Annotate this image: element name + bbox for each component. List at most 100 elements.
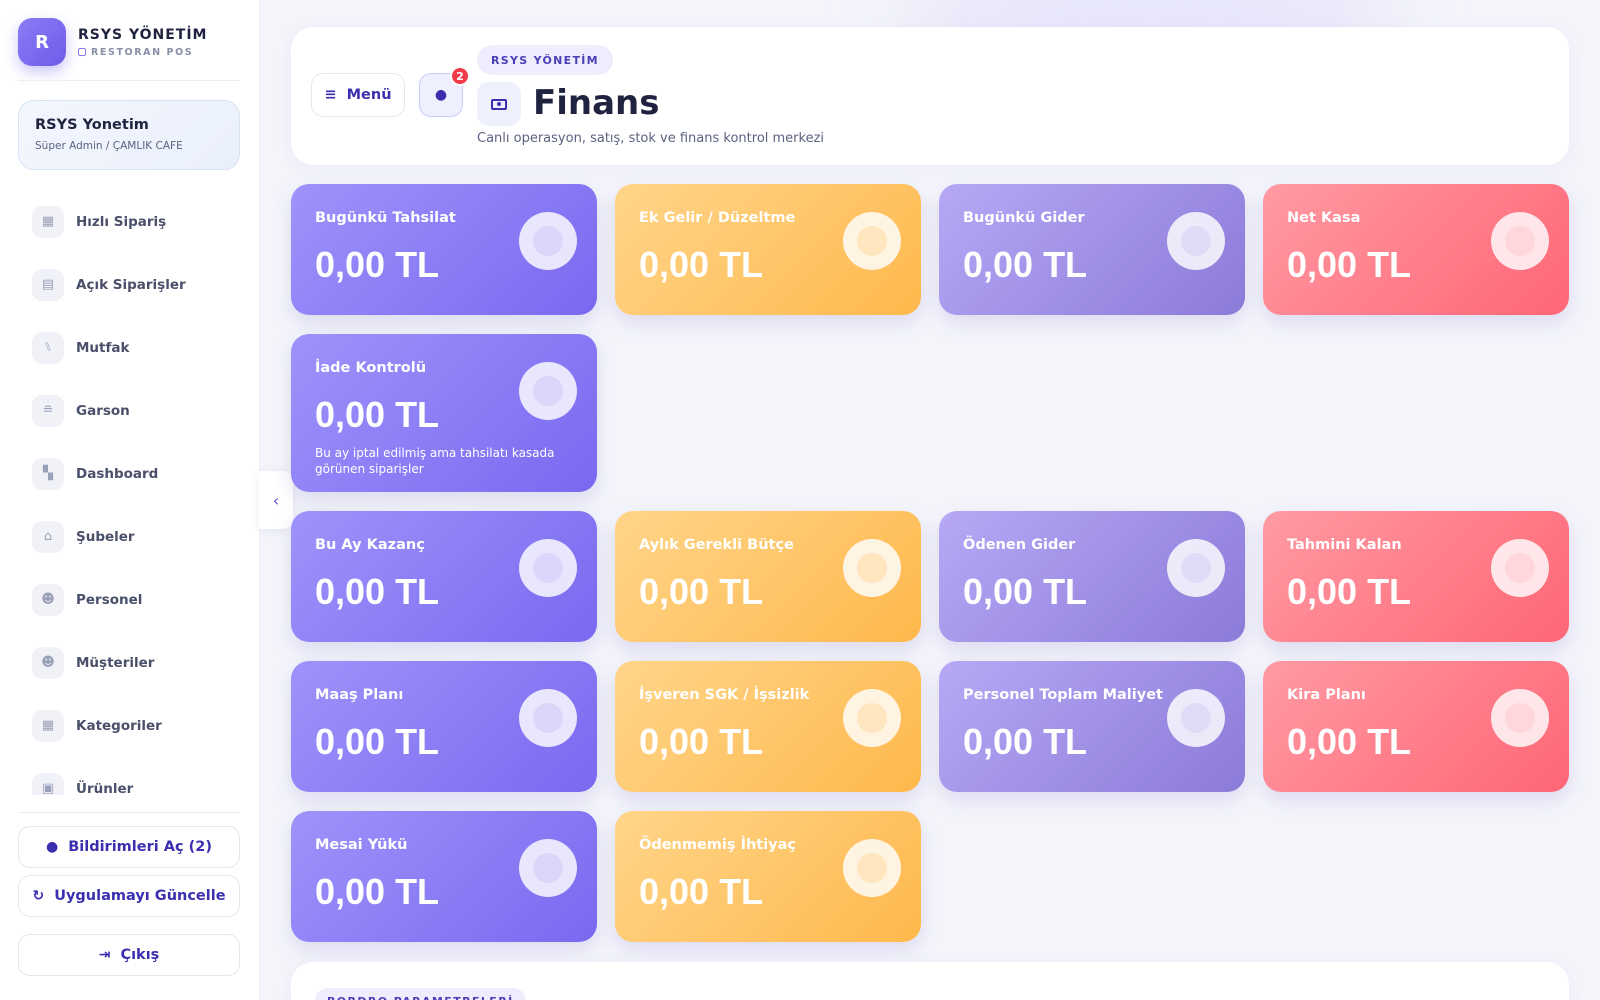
brand: R RSYS YÖNETİM RESTORAN POS <box>18 18 207 66</box>
hamburger-icon: ≡ <box>324 87 337 103</box>
sidebar-item-musteriler[interactable]: ☻ Müşteriler <box>18 631 240 694</box>
card-orb-icon <box>1491 689 1549 747</box>
sidebar-item-label: Şubeler <box>76 528 135 545</box>
card-kira-plani[interactable]: Kira Planı 0,00 TL <box>1263 661 1569 792</box>
card-orb-icon <box>1491 212 1549 270</box>
sidebar-item-label: Açık Siparişler <box>76 276 186 293</box>
sidebar-item-garson[interactable]: ≘ Garson <box>18 379 240 442</box>
bell-icon: ● <box>46 839 59 855</box>
card-orb-icon <box>519 689 577 747</box>
grid-icon: ▦ <box>32 709 64 742</box>
card-label: Maaş Planı <box>315 687 404 703</box>
card-value: 0,00 TL <box>639 871 764 912</box>
card-personel-toplam-maliyet[interactable]: Personel Toplam Maliyet 0,00 TL <box>939 661 1245 792</box>
menu-button[interactable]: ≡ Menü <box>311 73 405 117</box>
sidebar-item-personel[interactable]: ☻ Personel <box>18 568 240 631</box>
card-aylik-gerekli-butce[interactable]: Aylık Gerekli Bütçe 0,00 TL <box>615 511 921 642</box>
people-icon: ☻ <box>32 583 64 616</box>
user-name: RSYS Yonetim <box>35 117 149 133</box>
card-isveren-sgk[interactable]: İşveren SGK / İşsizlik 0,00 TL <box>615 661 921 792</box>
sidebar-item-subeler[interactable]: ⌂ Şubeler <box>18 505 240 568</box>
money-icon <box>477 82 521 126</box>
sidebar-item-label: Personel <box>76 591 143 608</box>
card-value: 0,00 TL <box>1287 244 1412 285</box>
card-label: Bugünkü Gider <box>963 210 1085 226</box>
sidebar-item-mutfak[interactable]: ⑊ Mutfak <box>18 316 240 379</box>
divider <box>18 80 240 81</box>
people-icon: ☻ <box>32 646 64 679</box>
card-value: 0,00 TL <box>963 721 1088 762</box>
card-orb-icon <box>843 839 901 897</box>
card-label: Bugünkü Tahsilat <box>315 210 456 226</box>
logout-label: Çıkış <box>120 947 160 963</box>
card-label: Ödenen Gider <box>963 537 1076 553</box>
card-bugunku-gider[interactable]: Bugünkü Gider 0,00 TL <box>939 184 1245 315</box>
card-orb-icon <box>519 839 577 897</box>
menu-label: Menü <box>346 87 392 103</box>
card-label: Bu Ay Kazanç <box>315 537 425 553</box>
sidebar: R RSYS YÖNETİM RESTORAN POS RSYS Yonetim… <box>0 0 260 1000</box>
card-value: 0,00 TL <box>1287 721 1412 762</box>
divider <box>18 812 240 813</box>
card-value: 0,00 TL <box>639 721 764 762</box>
sidebar-item-dashboard[interactable]: ▚ Dashboard <box>18 442 240 505</box>
sidebar-item-urunler[interactable]: ▣ Ürünler <box>18 757 240 795</box>
card-ek-gelir[interactable]: Ek Gelir / Düzeltme 0,00 TL <box>615 184 921 315</box>
brand-logo: R <box>18 18 66 66</box>
sidebar-item-label: Dashboard <box>76 465 159 482</box>
card-value: 0,00 TL <box>315 394 440 435</box>
card-odenen-gider[interactable]: Ödenen Gider 0,00 TL <box>939 511 1245 642</box>
card-net-kasa[interactable]: Net Kasa 0,00 TL <box>1263 184 1569 315</box>
collapse-sidebar-button[interactable]: ‹ <box>259 471 293 529</box>
dashboard-icon: ▚ <box>32 457 64 490</box>
card-orb-icon <box>1167 212 1225 270</box>
user-role: Süper Admin / ÇAMLIK CAFE <box>35 140 183 152</box>
card-value: 0,00 TL <box>639 244 764 285</box>
refresh-icon: ↻ <box>32 888 45 904</box>
card-iade-kontrolu[interactable]: İade Kontrolü 0,00 TL Bu ay iptal edilmi… <box>291 334 597 492</box>
card-odenmemis-ihtiyac[interactable]: Ödenmemiş İhtiyaç 0,00 TL <box>615 811 921 942</box>
brand-title: RSYS YÖNETİM <box>78 26 208 43</box>
card-label: İade Kontrolü <box>315 360 427 376</box>
page-header: ≡ Menü ● 2 RSYS YÖNETİM Finans Canlı ope… <box>291 27 1569 165</box>
card-bugunku-tahsilat[interactable]: Bugünkü Tahsilat 0,00 TL <box>291 184 597 315</box>
sidebar-item-hizli-siparis[interactable]: ▦ Hızlı Sipariş <box>18 190 240 253</box>
card-note: Bu ay iptal edilmiş ama tahsilatı kasada… <box>315 446 555 476</box>
calculator-icon: ▦ <box>32 205 64 238</box>
logout-icon: ⇥ <box>98 947 111 963</box>
card-orb-icon <box>843 212 901 270</box>
open-notifications-label: Bildirimleri Aç (2) <box>68 839 212 855</box>
sidebar-item-label: Garson <box>76 402 130 419</box>
card-mesai-yuku[interactable]: Mesai Yükü 0,00 TL <box>291 811 597 942</box>
page-title: Finans <box>533 83 660 123</box>
sidebar-item-acik-siparisler[interactable]: ▤ Açık Siparişler <box>18 253 240 316</box>
open-notifications-button[interactable]: ● Bildirimleri Aç (2) <box>18 826 240 868</box>
card-label: Mesai Yükü <box>315 837 408 853</box>
card-bu-ay-kazanc[interactable]: Bu Ay Kazanç 0,00 TL <box>291 511 597 642</box>
card-label: Ödenmemiş İhtiyaç <box>639 837 797 853</box>
payroll-parameters-pill: BORDRO PARAMETRELERİ <box>315 988 526 1000</box>
card-orb-icon <box>519 362 577 420</box>
logout-button[interactable]: ⇥ Çıkış <box>18 934 240 976</box>
user-card[interactable]: RSYS Yonetim Süper Admin / ÇAMLIK CAFE <box>18 100 240 170</box>
chevron-left-icon: ‹ <box>272 490 280 510</box>
card-orb-icon <box>843 539 901 597</box>
card-label: İşveren SGK / İşsizlik <box>639 687 810 703</box>
utensils-icon: ⑊ <box>32 331 64 364</box>
card-value: 0,00 TL <box>1287 571 1412 612</box>
card-orb-icon <box>843 689 901 747</box>
store-icon: ⌂ <box>32 520 64 553</box>
notifications-button[interactable]: ● 2 <box>419 66 470 117</box>
sidebar-item-kategoriler[interactable]: ▦ Kategoriler <box>18 694 240 757</box>
card-value: 0,00 TL <box>315 721 440 762</box>
card-value: 0,00 TL <box>315 571 440 612</box>
notification-count-badge: 2 <box>450 66 470 86</box>
card-tahmini-kalan[interactable]: Tahmini Kalan 0,00 TL <box>1263 511 1569 642</box>
update-app-button[interactable]: ↻ Uygulamayı Güncelle <box>18 875 240 917</box>
header-pill: RSYS YÖNETİM <box>477 45 613 75</box>
card-maas-plani[interactable]: Maaş Planı 0,00 TL <box>291 661 597 792</box>
payroll-parameters-panel: BORDRO PARAMETRELERİ <box>291 962 1569 1000</box>
receipt-icon: ▤ <box>32 268 64 301</box>
card-orb-icon <box>519 212 577 270</box>
sidebar-item-label: Hızlı Sipariş <box>76 213 167 230</box>
